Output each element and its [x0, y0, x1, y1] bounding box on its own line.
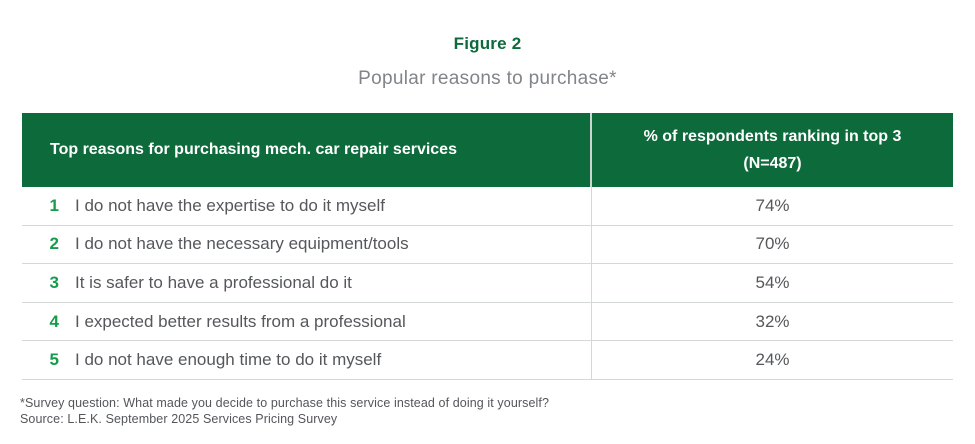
reason-cell: 1 I do not have the expertise to do it m…: [22, 187, 592, 225]
table-header-row: Top reasons for purchasing mech. car rep…: [22, 113, 953, 187]
reason-text: I do not have enough time to do it mysel…: [75, 350, 382, 370]
column-header-reasons: Top reasons for purchasing mech. car rep…: [22, 113, 592, 187]
percent-value: 70%: [755, 234, 790, 254]
column-header-percent: % of respondents ranking in top 3 (N=487…: [592, 113, 953, 187]
figure-title: Figure 2: [453, 34, 522, 53]
percent-value: 74%: [755, 195, 790, 215]
percent-value: 24%: [755, 350, 790, 370]
reason-cell: 5 I do not have enough time to do it mys…: [22, 341, 592, 379]
percent-value: 54%: [755, 272, 790, 292]
table-row: 3 It is safer to have a professional do …: [22, 264, 953, 303]
column-header-percent-line2: (N=487): [743, 155, 802, 172]
reason-text: I expected better results from a profess…: [75, 311, 406, 331]
reason-text: I do not have the necessary equipment/to…: [75, 234, 409, 254]
footnote-survey-question: *Survey question: What made you decide t…: [20, 396, 550, 410]
rank-number: 3: [49, 272, 59, 292]
table-row: 5 I do not have enough time to do it mys…: [22, 341, 953, 380]
rank-number: 2: [49, 234, 59, 254]
rank-number: 4: [49, 311, 59, 331]
footnotes: *Survey question: What made you decide t…: [20, 396, 549, 427]
reasons-table: Top reasons for purchasing mech. car rep…: [22, 113, 953, 380]
reason-text: I do not have the expertise to do it mys…: [75, 195, 385, 215]
reason-cell: 2 I do not have the necessary equipment/…: [22, 225, 592, 264]
percent-value: 32%: [755, 311, 790, 331]
table-row: 4 I expected better results from a profe…: [22, 302, 953, 342]
reason-text: It is safer to have a professional do it: [75, 272, 352, 292]
footnote-source: Source: L.E.K. September 2025 Services P…: [20, 411, 338, 426]
rank-number: 5: [49, 350, 59, 370]
reason-cell: 4 I expected better results from a profe…: [22, 302, 592, 341]
table-row: 1 I do not have the expertise to do it m…: [22, 187, 953, 226]
figure-subtitle: Popular reasons to purchase*: [358, 68, 617, 89]
reason-cell: 3 It is safer to have a professional do …: [22, 264, 592, 302]
column-header-percent-line1: % of respondents ranking in top 3: [643, 127, 902, 145]
rank-number: 1: [49, 195, 59, 215]
table-row: 2 I do not have the necessary equipment/…: [22, 225, 953, 265]
